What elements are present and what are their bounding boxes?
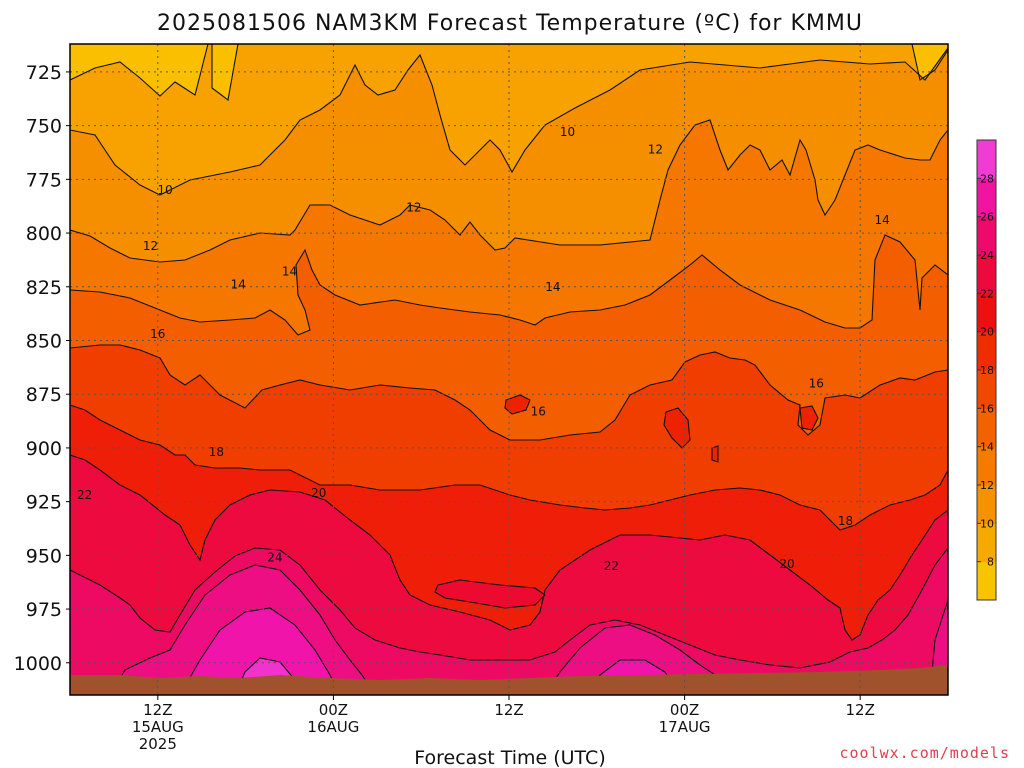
chart-title: 2025081506 NAM3KM Forecast Temperature (…: [157, 11, 863, 36]
x-tick-label: 12Z: [846, 701, 875, 719]
y-tick-label: 950: [26, 545, 62, 567]
band-12: [70, 120, 948, 335]
band-10: [70, 48, 948, 262]
contour-label: 12: [406, 200, 421, 214]
colorbar-label: 8: [987, 556, 994, 569]
colorbar-segment: [977, 561, 996, 601]
pocket-18-d: [505, 395, 530, 414]
contour-label: 24: [267, 550, 282, 564]
colorbar-segment: [977, 331, 996, 371]
band-8-pocket-3: [912, 44, 948, 80]
x-tick-label: 00Z: [319, 701, 348, 719]
pocket-18-c: [712, 446, 718, 462]
contour-label: 16: [531, 404, 546, 418]
colorbar-label: 26: [980, 211, 994, 224]
gridlines: [70, 44, 948, 695]
y-tick-label: 725: [26, 62, 62, 84]
y-tick-label: 925: [26, 492, 62, 514]
colorbar-segment: [977, 446, 996, 486]
band-8-pocket-2: [212, 44, 238, 100]
plot-area: 10 10 12 12 12 14 14 14 14 16 16 16 18 18 20 20 22 22 24: [69, 43, 949, 696]
colorbar-label: 20: [980, 326, 994, 339]
contour-14: [70, 234, 948, 336]
colorbar-label: 22: [980, 287, 994, 300]
contour-label: 22: [77, 488, 92, 502]
colorbar-label: 16: [980, 402, 994, 415]
colorbar-label: 28: [980, 172, 994, 185]
contour-label: 14: [875, 213, 890, 227]
contour-label: 20: [311, 486, 326, 500]
contour-label: 10: [560, 125, 575, 139]
pocket-18-a: [664, 408, 690, 448]
contour-label: 16: [809, 376, 824, 390]
contour-label: 12: [143, 239, 158, 253]
contour-12: [70, 119, 948, 263]
contour-label: 12: [648, 142, 663, 156]
y-tick-label: 775: [26, 169, 62, 191]
y-axis: 725 750 775 800 825 850 875 900 925 950 975 1000: [14, 62, 70, 675]
colorbar-label: 18: [980, 364, 994, 377]
colorbar-segment: [977, 523, 996, 563]
colorbar-frame: [976, 139, 997, 601]
band-14: [70, 235, 948, 440]
contour-label: 14: [282, 265, 297, 279]
band-16: [70, 345, 948, 530]
pocket-18-b: [800, 406, 818, 430]
contour-20-closed: [434, 579, 546, 609]
y-tick-label: 825: [26, 277, 62, 299]
contour-16: [70, 344, 948, 441]
colorbar-segment: [977, 140, 996, 179]
colorbar-segment: [977, 255, 996, 294]
contour-label: 14: [231, 278, 246, 292]
y-tick-label: 900: [26, 438, 62, 460]
x-axis-title: Forecast Time (UTC): [414, 747, 605, 768]
colorbar-label: 14: [980, 441, 994, 454]
y-tick-label: 1000: [14, 653, 62, 675]
x-tick-label: 17AUG: [659, 718, 711, 736]
x-tick-label: 16AUG: [307, 718, 359, 736]
x-tick-label: 15AUG: [132, 718, 184, 736]
contour-18: [70, 404, 948, 531]
colorbar-segment: [977, 408, 996, 448]
colorbar-segment: [977, 485, 996, 524]
contour-22: [70, 547, 948, 669]
x-tick-label: 2025: [139, 735, 177, 753]
y-tick-label: 800: [26, 223, 62, 245]
contour-label: 10: [157, 183, 172, 197]
contour-label: 14: [545, 280, 560, 294]
x-tick-label: 12Z: [494, 701, 523, 719]
colorbar-label: 12: [980, 479, 994, 492]
contour-10: [70, 47, 948, 196]
y-tick-label: 975: [26, 599, 62, 621]
contour-label: 20: [779, 557, 794, 571]
colorbar-label: 24: [980, 249, 994, 262]
contour-20: [70, 454, 948, 641]
contour-label: 18: [838, 514, 853, 528]
y-tick-label: 875: [26, 384, 62, 406]
colorbar: 8 10 12 14 16 18 20 22 24 26 28: [976, 139, 997, 601]
colorbar-segment: [977, 370, 996, 409]
colorbar-segment: [977, 216, 996, 256]
band-20: [70, 455, 948, 668]
contour-label: 22: [604, 559, 619, 573]
contour-18-closed: [504, 394, 819, 463]
band-26: [180, 608, 340, 695]
colorbar-label: 10: [980, 517, 994, 530]
band-18: [70, 405, 948, 640]
colorbar-segment: [977, 178, 996, 218]
y-tick-label: 850: [26, 330, 62, 352]
y-tick-label: 750: [26, 116, 62, 138]
credit-text: coolwx.com/models: [839, 744, 1010, 762]
contour-labels: 10 10 12 12 12 14 14 14 14 16 16 16 18 18 20 20 22 22 24: [77, 125, 890, 573]
contour-label: 16: [150, 327, 165, 341]
contour-label: 18: [209, 445, 224, 459]
colorbar-segment: [977, 293, 996, 333]
x-tick-label: 00Z: [670, 701, 699, 719]
x-tick-label: 12Z: [143, 701, 172, 719]
